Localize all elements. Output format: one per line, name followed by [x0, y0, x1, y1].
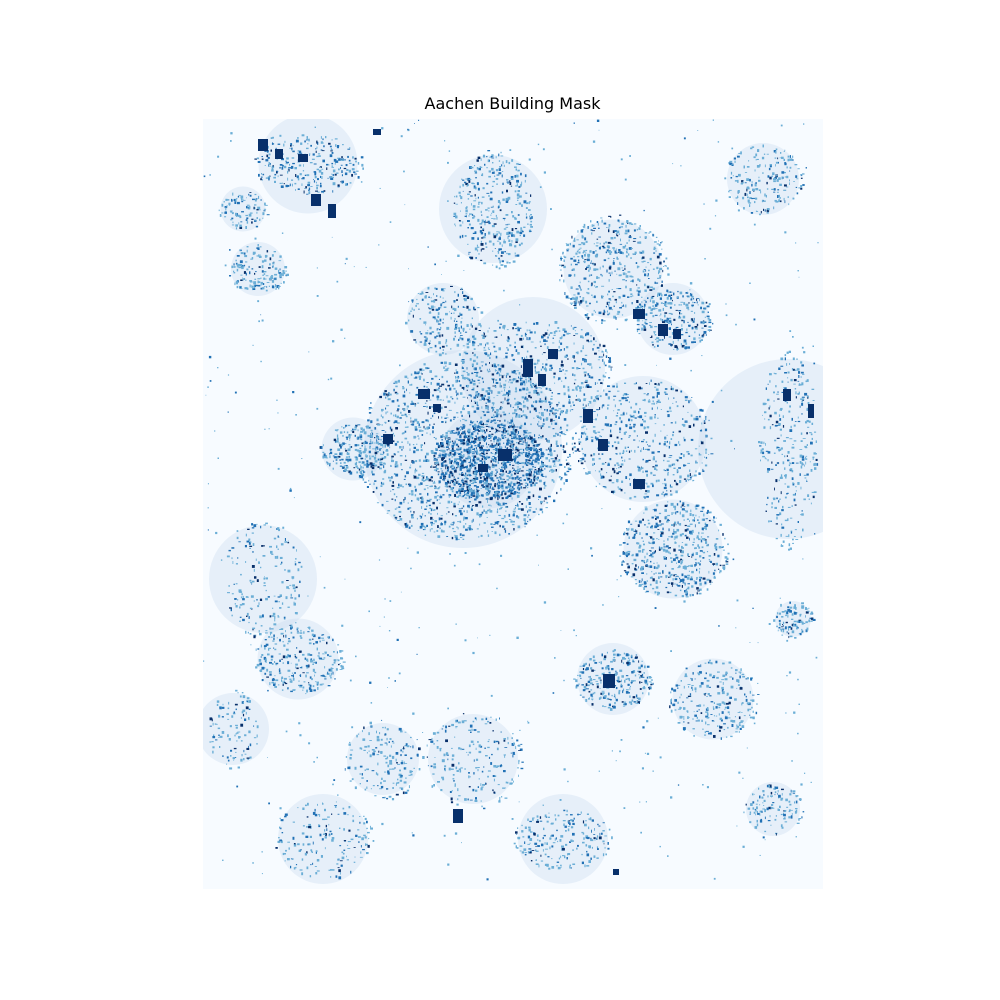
map-title: Aachen Building Mask: [424, 94, 601, 113]
building-cluster: [573, 379, 714, 500]
building-cluster: [743, 784, 805, 836]
settlement-area: [439, 155, 547, 263]
building-mask-map: [203, 119, 823, 889]
settlement-area: [258, 119, 358, 214]
building-cluster: [573, 649, 654, 711]
building-cluster: [453, 150, 533, 270]
settlement-area: [637, 283, 709, 355]
building-cluster: [405, 285, 484, 357]
building-cluster: [275, 801, 375, 880]
building-cluster: [636, 289, 714, 351]
building-cluster: [773, 601, 816, 639]
building-cluster: [209, 689, 259, 770]
settlement-area: [347, 723, 419, 795]
settlement-area: [580, 376, 706, 502]
building-cluster: [319, 424, 390, 475]
building-cluster: [619, 500, 730, 598]
building-cluster: [344, 719, 425, 801]
settlement-area: [698, 359, 823, 539]
building-cluster: [218, 192, 270, 230]
settlement-area: [257, 618, 339, 700]
building-cluster: [426, 713, 524, 810]
settlement-area: [727, 143, 799, 215]
building-cluster: [513, 809, 613, 870]
building-cluster: [255, 624, 346, 695]
building-cluster: [226, 522, 303, 639]
settlement-area: [428, 714, 518, 804]
building-cluster: [724, 144, 805, 216]
building-cluster: [559, 214, 669, 324]
scattered-buildings: [203, 119, 819, 881]
building-cluster: [354, 360, 574, 541]
large-building-group: [258, 129, 814, 875]
building-mask-svg: [203, 119, 823, 884]
building-cluster: [669, 659, 760, 740]
